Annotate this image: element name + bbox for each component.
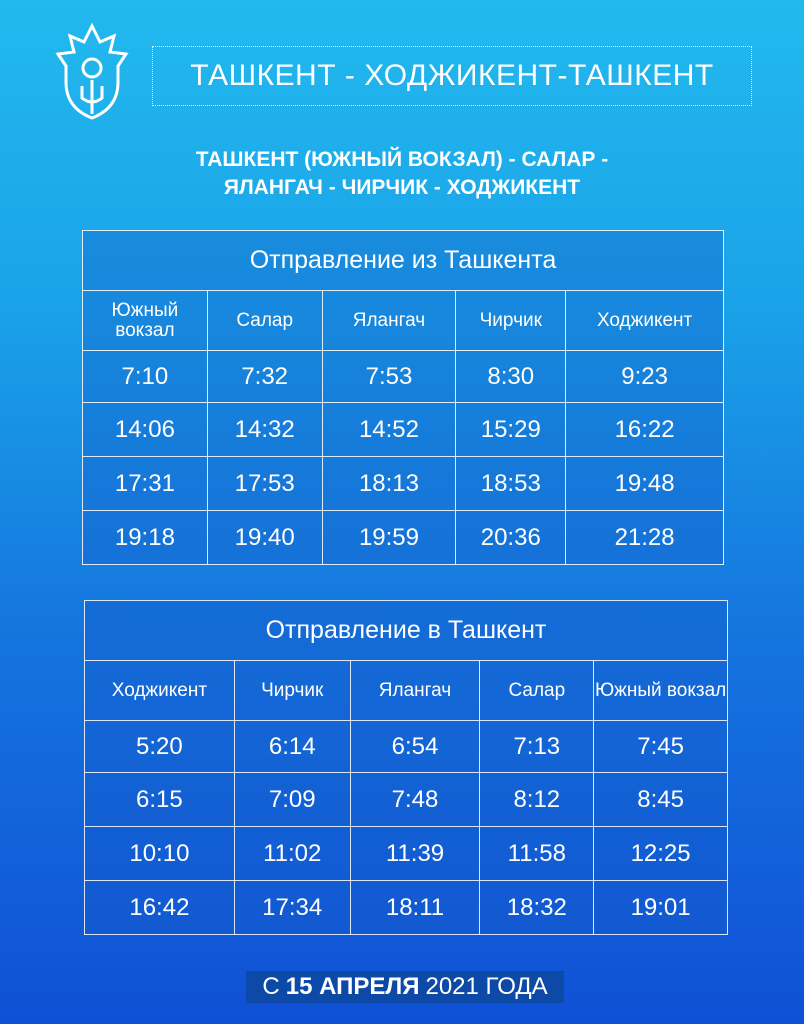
- time-cell: 19:18: [82, 510, 208, 565]
- time-cell: 7:32: [206, 350, 323, 403]
- time-cell: 17:31: [82, 456, 208, 511]
- column-header: Салар: [206, 290, 323, 351]
- table-row: 16:42 17:34 18:11 18:32 19:01: [84, 880, 728, 935]
- time-cell: 14:32: [206, 402, 323, 457]
- route-line: ТАШКЕНТ (ЮЖНЫЙ ВОКЗАЛ) - САЛАР -: [195, 148, 609, 171]
- time-cell: 14:06: [82, 402, 208, 457]
- time-cell: 21:28: [565, 510, 724, 565]
- time-cell: 19:59: [321, 510, 457, 565]
- table-row: 17:31 17:53 18:13 18:53 19:48: [82, 456, 724, 511]
- time-cell: 6:54: [349, 720, 481, 773]
- table-row: 10:10 11:02 11:39 11:58 12:25: [84, 826, 728, 881]
- column-header: Южный вокзал: [593, 660, 728, 721]
- date-suffix: 2021 ГОДА: [425, 973, 548, 1000]
- time-cell: 16:42: [84, 880, 235, 935]
- time-cell: 9:23: [565, 350, 724, 403]
- time-cell: 7:09: [233, 772, 351, 827]
- time-cell: 10:10: [84, 826, 235, 881]
- time-cell: 18:53: [455, 456, 567, 511]
- effective-date: С 15 АПРЕЛЯ 2021 ГОДА: [246, 971, 564, 1003]
- column-header: Ходжикент: [565, 290, 724, 351]
- table-title: Отправление из Ташкента: [82, 230, 724, 291]
- time-cell: 7:10: [82, 350, 208, 403]
- time-cell: 11:02: [233, 826, 351, 881]
- time-cell: 19:48: [565, 456, 724, 511]
- time-cell: 7:48: [349, 772, 481, 827]
- time-cell: 18:13: [321, 456, 457, 511]
- railway-logo-icon: [55, 22, 129, 120]
- date-prefix: С: [262, 973, 280, 1000]
- column-header: Салар: [479, 660, 595, 721]
- column-header: Ходжикент: [84, 660, 235, 721]
- time-cell: 7:45: [593, 720, 728, 773]
- inbound-schedule-table: Отправление в Ташкент Ходжикент Чирчик Ялан…: [84, 600, 728, 935]
- time-cell: 19:40: [206, 510, 323, 565]
- route-description: ТАШКЕНТ (ЮЖНЫЙ ВОКЗАЛ) - САЛАР - ЯЛАНГАЧ…: [0, 146, 804, 202]
- table-row: 19:18 19:40 19:59 20:36 21:28: [82, 510, 724, 565]
- table-title: Отправление в Ташкент: [84, 600, 728, 661]
- table-row: 7:10 7:32 7:53 8:30 9:23: [82, 350, 724, 403]
- time-cell: 5:20: [84, 720, 235, 773]
- outbound-schedule-table: Отправление из Ташкента Южный вокзал Салар…: [82, 230, 724, 565]
- page-title: ТАШКЕНТ - ХОДЖИКЕНТ-ТАШКЕНТ: [152, 46, 752, 106]
- time-cell: 17:34: [233, 880, 351, 935]
- column-header: Ялангач: [349, 660, 481, 721]
- time-cell: 7:53: [321, 350, 457, 403]
- table-row: 14:06 14:32 14:52 15:29 16:22: [82, 402, 724, 457]
- time-cell: 12:25: [593, 826, 728, 881]
- time-cell: 11:58: [479, 826, 595, 881]
- time-cell: 6:15: [84, 772, 235, 827]
- time-cell: 7:13: [479, 720, 595, 773]
- date-value: 15 АПРЕЛЯ: [285, 973, 420, 1000]
- column-header: Ялангач: [321, 290, 457, 351]
- column-header: Южный вокзал: [82, 290, 208, 351]
- time-cell: 19:01: [593, 880, 728, 935]
- route-line: ЯЛАНГАЧ - ЧИРЧИК - ХОДЖИКЕНТ: [223, 176, 581, 199]
- time-cell: 11:39: [349, 826, 481, 881]
- time-cell: 8:12: [479, 772, 595, 827]
- table-row: 6:15 7:09 7:48 8:12 8:45: [84, 772, 728, 827]
- time-cell: 8:30: [455, 350, 567, 403]
- time-cell: 15:29: [455, 402, 567, 457]
- table-row: 5:20 6:14 6:54 7:13 7:45: [84, 720, 728, 773]
- column-header: Чирчик: [233, 660, 351, 721]
- time-cell: 14:52: [321, 402, 457, 457]
- time-cell: 16:22: [565, 402, 724, 457]
- time-cell: 20:36: [455, 510, 567, 565]
- column-header: Чирчик: [455, 290, 567, 351]
- time-cell: 8:45: [593, 772, 728, 827]
- time-cell: 18:11: [349, 880, 481, 935]
- time-cell: 6:14: [233, 720, 351, 773]
- time-cell: 18:32: [479, 880, 595, 935]
- time-cell: 17:53: [206, 456, 323, 511]
